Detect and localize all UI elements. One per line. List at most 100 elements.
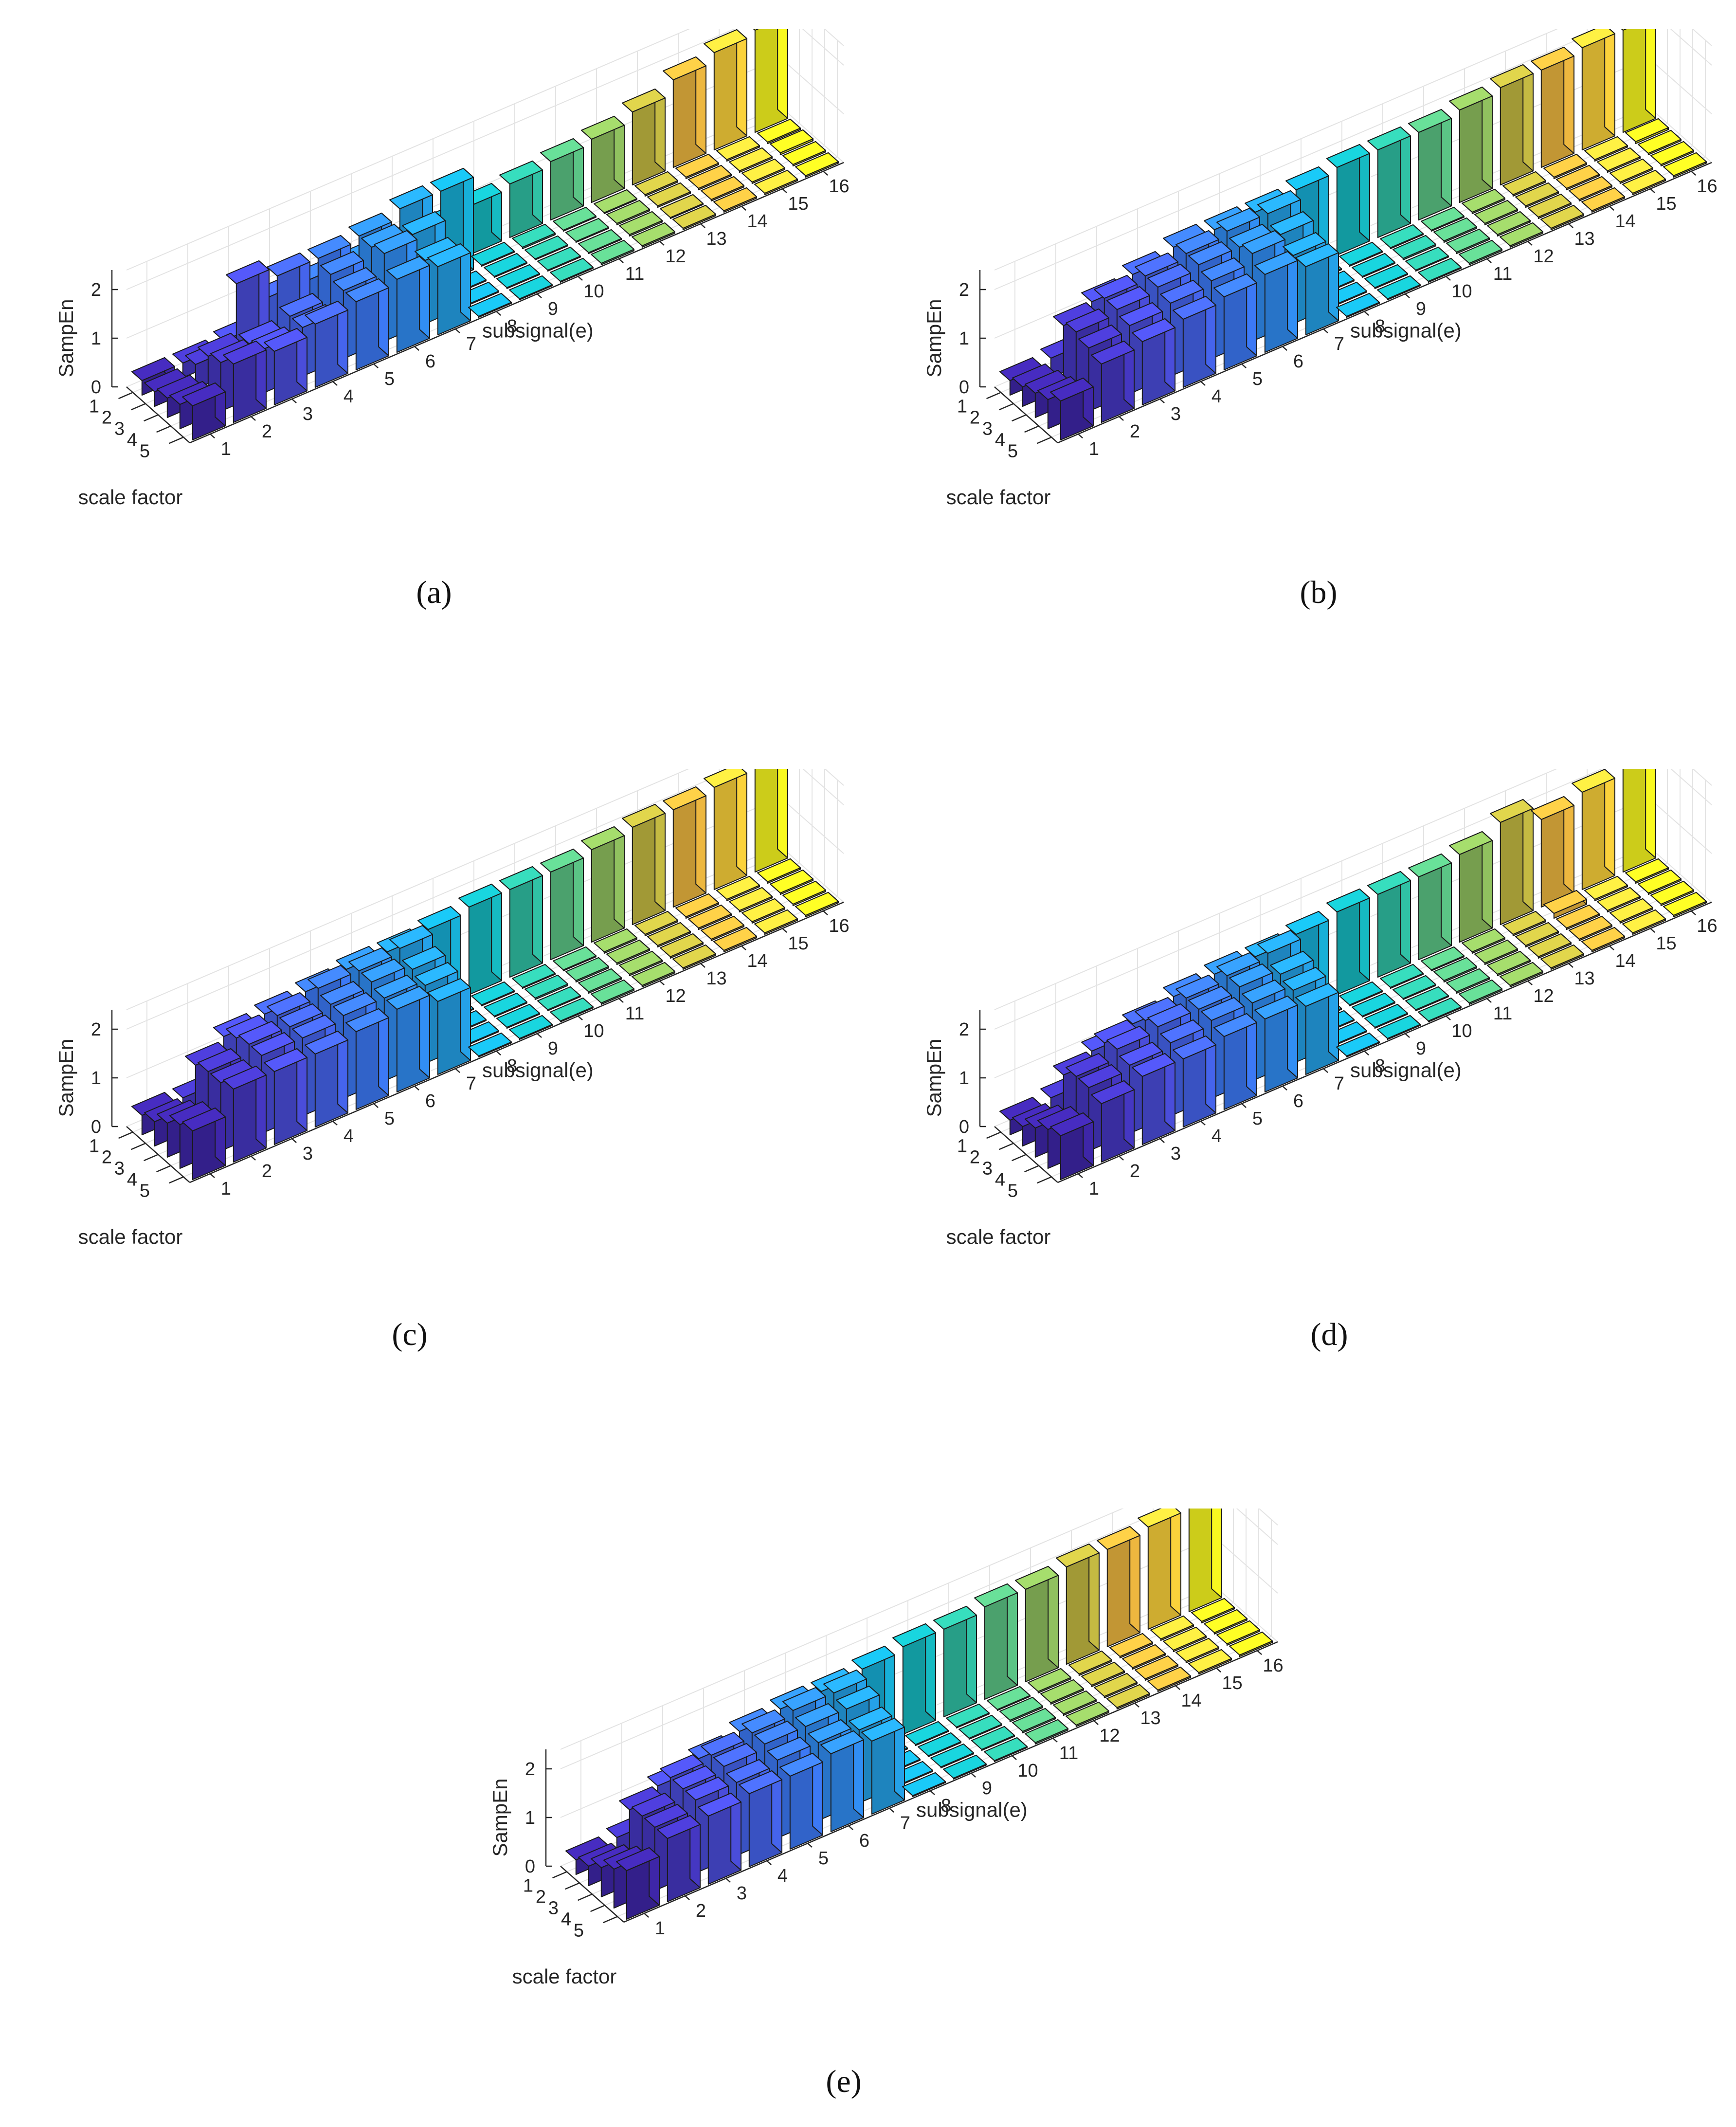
bar-face bbox=[223, 340, 267, 365]
y-tick-label: 1 bbox=[957, 397, 967, 417]
bar-face bbox=[1625, 118, 1669, 143]
bar-face bbox=[1581, 927, 1625, 951]
x-tick bbox=[210, 434, 215, 438]
bar bbox=[984, 1737, 1028, 1763]
bar bbox=[974, 1583, 1018, 1700]
bar-face bbox=[795, 891, 839, 916]
bar-face bbox=[1380, 964, 1424, 988]
bar-face bbox=[305, 1030, 348, 1055]
bar bbox=[632, 962, 675, 988]
bar-face bbox=[663, 786, 706, 811]
bar bbox=[509, 275, 553, 301]
grid-line bbox=[126, 769, 690, 1010]
bar bbox=[757, 118, 801, 145]
x-tick bbox=[618, 258, 624, 263]
bar-face bbox=[1572, 769, 1615, 793]
bar-face bbox=[471, 981, 515, 1006]
bar-face bbox=[1135, 252, 1178, 277]
bar bbox=[1638, 129, 1682, 156]
x-tick-label: 11 bbox=[1059, 1743, 1078, 1763]
bar bbox=[1106, 1684, 1150, 1710]
bar bbox=[698, 1792, 741, 1885]
bar-face bbox=[971, 1726, 1015, 1750]
z-tick-label: 0 bbox=[91, 1117, 101, 1137]
bar bbox=[1650, 880, 1694, 907]
x-tick bbox=[1486, 258, 1492, 263]
grid-line bbox=[126, 769, 735, 1030]
x-tick-label: 8 bbox=[941, 1796, 951, 1816]
bar-face bbox=[1645, 769, 1656, 859]
bar-face bbox=[1462, 188, 1505, 213]
y-tick bbox=[999, 403, 1014, 411]
x-tick-label: 15 bbox=[1656, 933, 1676, 954]
bar bbox=[264, 1048, 307, 1145]
bar bbox=[565, 957, 609, 983]
bar bbox=[1122, 1644, 1166, 1670]
bar bbox=[622, 88, 666, 186]
bar bbox=[565, 218, 609, 243]
x-tick-label: 11 bbox=[625, 1003, 644, 1024]
bar-face bbox=[672, 944, 716, 969]
bar-face bbox=[1188, 241, 1232, 266]
bar-face bbox=[851, 1645, 895, 1670]
bar-face bbox=[782, 880, 826, 905]
bar bbox=[509, 1015, 553, 1040]
x-tick bbox=[1159, 399, 1165, 403]
bar-face bbox=[182, 1107, 226, 1132]
bar bbox=[1528, 933, 1572, 959]
bar-face bbox=[320, 981, 364, 1005]
x-tick-label: 1 bbox=[1089, 439, 1099, 459]
bar bbox=[1462, 188, 1505, 215]
x-tick bbox=[373, 364, 379, 368]
x-tick bbox=[496, 1051, 501, 1055]
bar bbox=[1295, 982, 1339, 1075]
bar bbox=[1597, 147, 1641, 173]
bar-face bbox=[1336, 1032, 1380, 1057]
bar-face bbox=[739, 1770, 782, 1795]
bar bbox=[345, 278, 389, 371]
x-tick-label: 6 bbox=[425, 351, 435, 372]
bar-face bbox=[1015, 1565, 1059, 1590]
bar bbox=[1056, 1543, 1100, 1665]
bar-face bbox=[389, 925, 433, 949]
bar bbox=[223, 340, 267, 423]
bar-face bbox=[1418, 997, 1462, 1022]
bar-face bbox=[1625, 858, 1669, 883]
bar-face bbox=[581, 826, 625, 851]
bar bbox=[1380, 224, 1424, 250]
x-tick bbox=[1052, 1738, 1058, 1743]
x-tick-label: 16 bbox=[1697, 176, 1717, 197]
bar-face bbox=[415, 962, 458, 986]
bar bbox=[1326, 144, 1370, 256]
bar bbox=[1418, 257, 1462, 283]
bar bbox=[688, 904, 732, 930]
x-tick-label: 13 bbox=[706, 229, 726, 249]
bar-face bbox=[777, 29, 788, 119]
bar bbox=[1254, 251, 1298, 353]
bar-face bbox=[1364, 1003, 1408, 1028]
bar-face bbox=[1242, 979, 1285, 1004]
bar bbox=[918, 1732, 961, 1758]
x-tick bbox=[332, 1121, 338, 1126]
z-tick-label: 1 bbox=[91, 328, 101, 349]
y-tick bbox=[156, 425, 171, 433]
bar bbox=[701, 176, 744, 202]
y-tick-label: 2 bbox=[102, 408, 112, 428]
bar-face bbox=[267, 992, 310, 1017]
bars bbox=[999, 769, 1707, 1181]
x-axis-label: subsignal(e) bbox=[482, 319, 594, 342]
bar bbox=[1572, 769, 1615, 891]
bar-face bbox=[701, 915, 744, 940]
y-tick bbox=[590, 1905, 605, 1912]
bar bbox=[1584, 136, 1628, 162]
bar bbox=[594, 189, 637, 215]
y-tick-label: 4 bbox=[995, 1170, 1005, 1190]
bar-face bbox=[348, 947, 392, 972]
x-tick-label: 2 bbox=[1130, 421, 1140, 442]
bar bbox=[1213, 1013, 1257, 1110]
bar-face bbox=[619, 211, 663, 236]
bar-face bbox=[741, 898, 785, 923]
bar-face bbox=[1446, 968, 1490, 993]
bar bbox=[1663, 152, 1707, 178]
